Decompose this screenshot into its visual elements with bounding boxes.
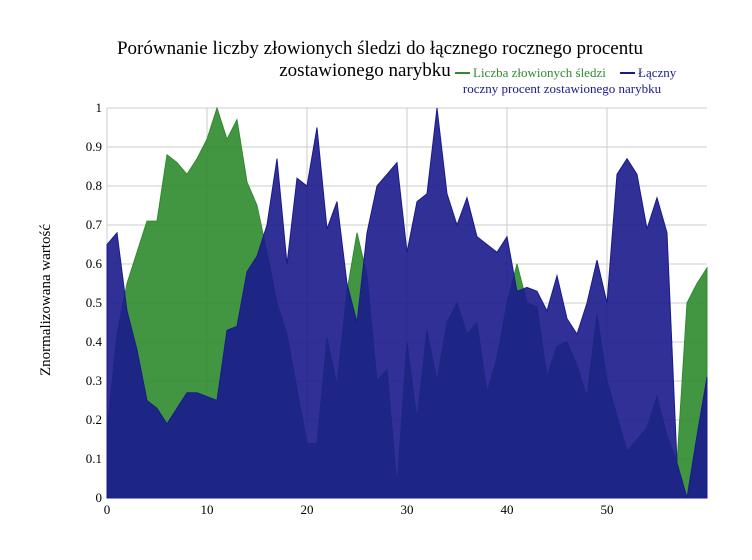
y-tick-label-5: 0.5 <box>86 295 102 310</box>
y-tick-label-8: 0.8 <box>86 178 102 193</box>
x-tick-label-2: 20 <box>301 502 314 517</box>
y-tick-label-4: 0.4 <box>86 334 103 349</box>
y-tick-label-1: 0.1 <box>86 451 102 466</box>
legend-label-fry-line-1: Łączny <box>638 65 677 80</box>
x-tick-label-0: 0 <box>104 502 111 517</box>
y-tick-label-3: 0.3 <box>86 373 102 388</box>
x-tick-label-1: 10 <box>201 502 214 517</box>
plot-areas <box>106 106 708 499</box>
chart-title-line-2: zostawionego narybku <box>279 60 451 81</box>
y-tick-label-2: 0.2 <box>86 412 102 427</box>
y-axis-label: Znormalizowana wartość <box>38 224 54 376</box>
x-tick-label-5: 50 <box>601 502 614 517</box>
x-tick-label-4: 40 <box>501 502 514 517</box>
legend-label-fry-line-2: roczny procent zostawionego narybku <box>463 81 662 96</box>
y-tick-label-7: 0.7 <box>86 217 103 232</box>
area-series-1 <box>106 107 708 499</box>
y-axis-ticks: 0 0.1 0.2 0.3 0.4 0.5 0.6 0.7 0.8 0.9 1 <box>86 100 103 505</box>
x-tick-label-3: 30 <box>401 502 414 517</box>
y-tick-label-10: 1 <box>96 100 103 115</box>
y-tick-label-0: 0 <box>96 490 103 505</box>
legend: Liczba złowionych śledzi Łączny roczny p… <box>455 65 677 96</box>
y-tick-label-9: 0.9 <box>86 139 102 154</box>
x-axis-ticks: 0 10 20 30 40 50 <box>104 502 614 517</box>
chart-title-line-1: Porównanie liczby złowionych śledzi do ł… <box>117 38 644 59</box>
y-tick-label-6: 0.6 <box>86 256 103 271</box>
legend-label-herring: Liczba złowionych śledzi <box>473 65 606 80</box>
